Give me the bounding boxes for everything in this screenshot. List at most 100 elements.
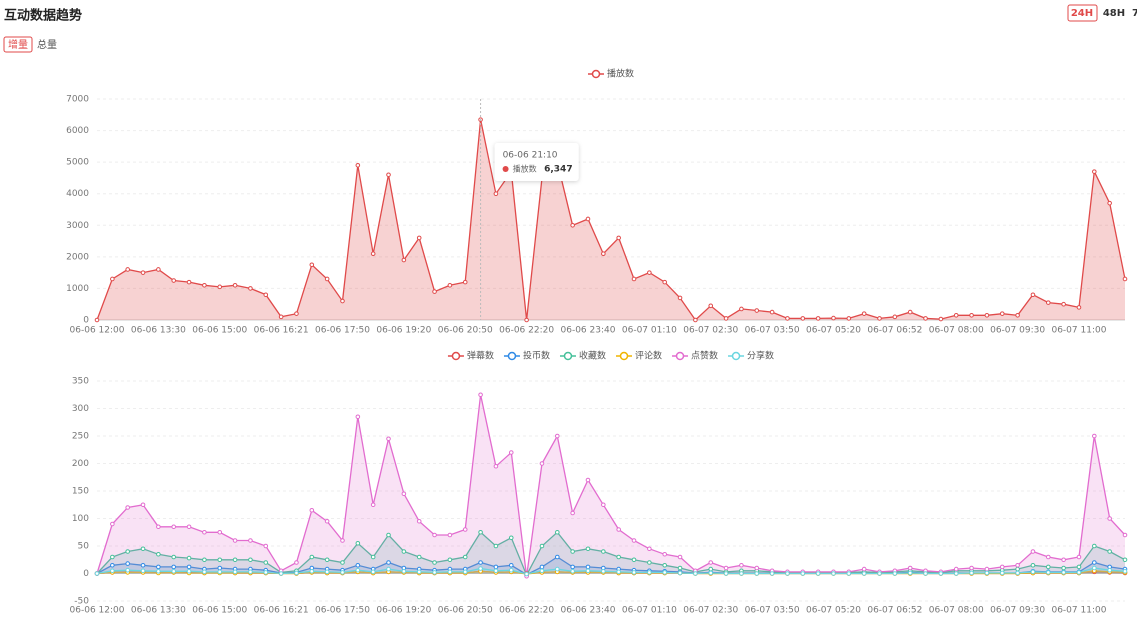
point: [263, 560, 269, 565]
range-active[interactable]: [1067, 4, 1098, 22]
point: [217, 569, 223, 575]
point: [662, 562, 668, 568]
point: [202, 557, 207, 563]
point: [877, 316, 882, 321]
point: [846, 571, 852, 576]
x-tick-label: 06-06 13:30: [131, 606, 186, 616]
point: [539, 543, 545, 549]
point: [570, 222, 575, 228]
point: [892, 314, 898, 320]
point: [923, 316, 928, 321]
range-button[interactable]: 7: [1132, 8, 1137, 19]
legend-marker: [619, 351, 629, 361]
point: [478, 529, 483, 535]
point: [110, 562, 115, 568]
x-tick-label: 06-06 12:00: [70, 606, 125, 616]
range-button[interactable]: 24H: [1071, 8, 1093, 19]
point: [278, 571, 284, 576]
point: [616, 554, 621, 560]
tooltip-marker: [502, 166, 509, 172]
point: [861, 571, 867, 576]
point: [386, 172, 391, 178]
point: [462, 279, 468, 285]
point: [156, 551, 161, 557]
tab[interactable]: 增量: [8, 38, 28, 51]
legend-marker: [591, 69, 601, 79]
point: [355, 562, 361, 568]
point: [677, 565, 683, 571]
point: [462, 554, 468, 560]
point: [340, 570, 345, 575]
point: [984, 570, 990, 576]
point: [631, 538, 637, 543]
point: [969, 565, 974, 571]
area: [97, 119, 1125, 320]
point: [355, 414, 361, 420]
point: [785, 571, 790, 576]
point: [1045, 570, 1051, 575]
point: [478, 566, 483, 571]
legend-label: 点赞数: [691, 350, 718, 362]
area: [97, 570, 1125, 574]
y-tick-label: 200: [72, 459, 89, 469]
tab-active[interactable]: [3, 36, 33, 53]
point: [340, 298, 345, 304]
point: [171, 569, 177, 574]
point: [309, 507, 315, 513]
x-tick-label: 06-06 17:50: [315, 606, 370, 616]
point: [493, 543, 499, 549]
point: [156, 564, 161, 570]
y-tick-label: 250: [72, 432, 89, 442]
point: [493, 463, 499, 469]
point: [140, 546, 146, 552]
point: [432, 560, 437, 565]
point: [616, 569, 621, 575]
range-button[interactable]: 48H: [1103, 8, 1125, 19]
point: [693, 571, 698, 576]
line: [96, 567, 1126, 575]
point: [1030, 292, 1036, 298]
point: [370, 251, 376, 256]
point: [508, 567, 514, 573]
legend-label: 收藏数: [579, 350, 606, 362]
point: [1076, 564, 1082, 570]
point: [401, 257, 407, 263]
point: [217, 557, 223, 563]
point: [800, 316, 806, 321]
point: [110, 554, 115, 560]
point: [539, 564, 545, 570]
point: [739, 562, 744, 568]
point: [278, 314, 284, 320]
point: [186, 555, 192, 561]
point: [186, 524, 192, 530]
point: [324, 569, 330, 575]
tooltip: 06-06 21:10 播放数 6,347: [494, 143, 579, 181]
point: [1015, 312, 1020, 318]
point: [677, 554, 683, 560]
point: [585, 477, 591, 483]
point: [309, 554, 315, 560]
point: [1107, 549, 1112, 554]
point: [232, 569, 238, 575]
y-tick-label: 150: [72, 487, 89, 497]
point: [401, 491, 407, 497]
point: [662, 279, 668, 285]
point: [125, 549, 130, 554]
point: [186, 279, 192, 285]
point: [708, 570, 714, 576]
point: [1061, 557, 1066, 563]
point: [416, 235, 422, 241]
point: [110, 521, 115, 527]
tab[interactable]: 总量: [37, 38, 57, 51]
point: [217, 284, 223, 290]
point: [754, 308, 760, 313]
point: [539, 461, 545, 466]
point: [1030, 549, 1036, 554]
point: [1122, 569, 1128, 574]
x-tick-label: 06-07 03:50: [745, 326, 800, 336]
point: [585, 564, 591, 570]
area: [97, 568, 1125, 574]
point: [217, 529, 223, 535]
point: [1045, 554, 1051, 560]
point: [232, 538, 238, 543]
